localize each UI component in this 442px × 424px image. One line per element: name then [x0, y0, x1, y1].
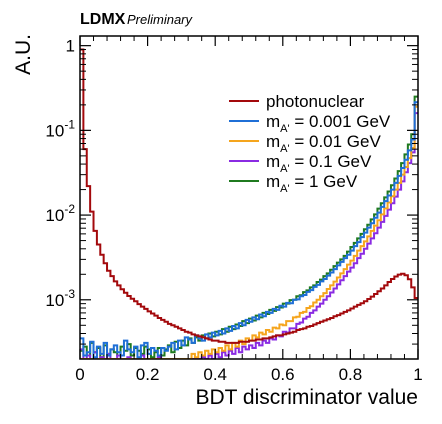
- x-axis-title: BDT discriminator value: [195, 386, 418, 409]
- series-line-4: [80, 112, 418, 359]
- x-tick-label: 0.2: [136, 365, 160, 384]
- legend-label-2: mA' = 0.001 GeV: [266, 112, 391, 135]
- y-tick-label: 10-1: [45, 117, 75, 140]
- status-label: Preliminary: [127, 12, 194, 27]
- series-layer: [80, 48, 418, 359]
- legend-label-5: mA' = 1 GeV: [266, 172, 358, 195]
- legend-label-3: mA' = 0.01 GeV: [266, 132, 381, 155]
- x-tick-label: 0.8: [339, 365, 363, 384]
- experiment-label: LDMX: [80, 11, 126, 28]
- plot-frame: [79, 35, 419, 360]
- legend-label-1: photonuclear: [266, 92, 365, 111]
- x-tick-label: 0.4: [203, 365, 227, 384]
- x-tick-label: 1: [413, 365, 422, 384]
- ticks-layer: 0 0.2 0.4 0.6 0.8 1 10-3 10-2 10-1 1: [45, 36, 423, 384]
- x-tick-label: 0.6: [271, 365, 295, 384]
- y-axis-title: A.U.: [12, 34, 35, 75]
- series-line-1: [80, 48, 418, 344]
- x-tick-label: 0: [75, 365, 84, 384]
- y-tick-label: 10-3: [45, 287, 75, 310]
- y-tick-label: 10-2: [45, 202, 75, 225]
- series-line-3: [80, 105, 418, 359]
- y-tick-label: 1: [66, 37, 75, 56]
- series-line-2: [80, 101, 418, 359]
- legend-label-4: mA' = 0.1 GeV: [266, 152, 372, 175]
